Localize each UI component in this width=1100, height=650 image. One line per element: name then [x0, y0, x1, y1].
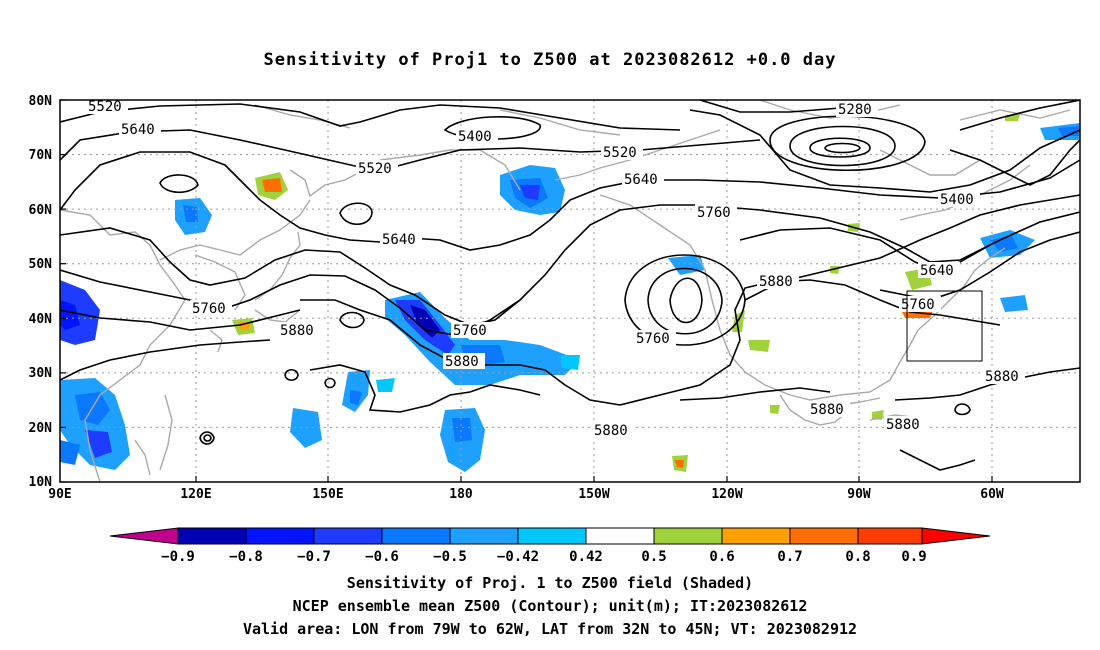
caption-line-1: Sensitivity of Proj. 1 to Z500 field (Sh…: [346, 574, 754, 592]
colorbar-seg: [653, 527, 723, 545]
colorbar: [109, 527, 991, 545]
lat-label: 10N: [29, 475, 53, 490]
contour-label: 5880: [985, 369, 1019, 385]
lat-label: 20N: [29, 421, 53, 436]
valid-area-box: [906, 290, 983, 362]
contour-label: 5760: [901, 297, 935, 313]
contour-label: 5880: [886, 417, 920, 433]
colorbar-seg: [857, 527, 923, 545]
colorbar-seg: [381, 527, 451, 545]
lat-labels: 80N 70N 60N 50N 40N 30N 20N 10N: [29, 94, 53, 490]
plot-title: Sensitivity of Proj1 to Z500 at 20230826…: [263, 50, 837, 70]
lat-label: 30N: [29, 366, 53, 381]
contour-label: 5640: [624, 172, 658, 188]
contour-label: 5760: [697, 205, 731, 221]
colorbar-seg: [585, 527, 655, 545]
contour-label: 5520: [88, 99, 122, 115]
colorbar-labels: −0.9 −0.8 −0.7 −0.6 −0.5 −0.42 0.42 0.5 …: [161, 549, 927, 565]
contour-label: 5760: [636, 331, 670, 347]
colorbar-seg: [313, 527, 383, 545]
lat-label: 70N: [29, 148, 53, 163]
lat-label: 60N: [29, 203, 53, 218]
contour-label: 5760: [453, 323, 487, 339]
colorbar-label: 0.9: [901, 549, 926, 565]
contour-label: 5640: [382, 232, 416, 248]
colorbar-label: −0.42: [497, 549, 539, 565]
lon-label: 90E: [48, 487, 71, 502]
colorbar-label: −0.8: [229, 549, 263, 565]
grid-lines: [60, 100, 1080, 482]
contour-label: 5520: [603, 145, 637, 161]
contour-label: 5760: [192, 301, 226, 317]
lon-label: 120E: [180, 487, 211, 502]
colorbar-seg: [517, 527, 587, 545]
colorbar-seg: [109, 527, 179, 545]
colorbar-label: 0.6: [709, 549, 734, 565]
colorbar-seg: [449, 527, 519, 545]
contour-label: 5880: [759, 274, 793, 290]
lon-label: 150W: [578, 487, 609, 502]
colorbar-seg: [789, 527, 859, 545]
lon-label: 60W: [980, 487, 1004, 502]
caption-line-2: NCEP ensemble mean Z500 (Contour); unit(…: [292, 597, 808, 615]
contour-label: 5880: [810, 402, 844, 418]
colorbar-seg: [245, 527, 315, 545]
colorbar-seg: [177, 527, 247, 545]
colorbar-label: −0.5: [433, 549, 467, 565]
lon-label: 120W: [711, 487, 742, 502]
lon-label: 150E: [312, 487, 343, 502]
colorbar-label: 0.8: [845, 549, 870, 565]
contour-labels: 5520 5640 5400 5520 5520 5280 5640 5760 …: [86, 98, 1025, 439]
axis-ticks: [60, 99, 993, 483]
contour-label: 5400: [458, 129, 492, 145]
contour-label: 5880: [594, 423, 628, 439]
contour-label: 5640: [121, 122, 155, 138]
contour-label: 5520: [358, 161, 392, 177]
lat-label: 80N: [29, 94, 53, 109]
colorbar-label: 0.7: [777, 549, 802, 565]
contour-label: 5280: [838, 102, 872, 118]
contour-label: 5640: [920, 263, 954, 279]
colorbar-label: −0.9: [161, 549, 195, 565]
lon-label: 180: [449, 487, 473, 502]
colorbar-label: 0.5: [641, 549, 666, 565]
sensitivity-shading: [60, 114, 1080, 472]
contour-label: 5880: [445, 354, 479, 370]
contour-label: 5400: [940, 192, 974, 208]
lat-label: 50N: [29, 257, 53, 272]
colorbar-label: −0.7: [297, 549, 331, 565]
colorbar-label: 0.42: [569, 549, 603, 565]
contour-label: 5880: [280, 323, 314, 339]
lon-label: 90W: [847, 487, 871, 502]
colorbar-seg: [921, 527, 991, 545]
lon-labels: 90E 120E 150E 180 150W 120W 90W 60W: [48, 487, 1004, 502]
colorbar-label: −0.6: [365, 549, 399, 565]
map-frame: [59, 99, 1081, 483]
colorbar-seg: [721, 527, 791, 545]
lat-label: 40N: [29, 312, 53, 327]
caption-line-3: Valid area: LON from 79W to 62W, LAT fro…: [242, 620, 858, 638]
